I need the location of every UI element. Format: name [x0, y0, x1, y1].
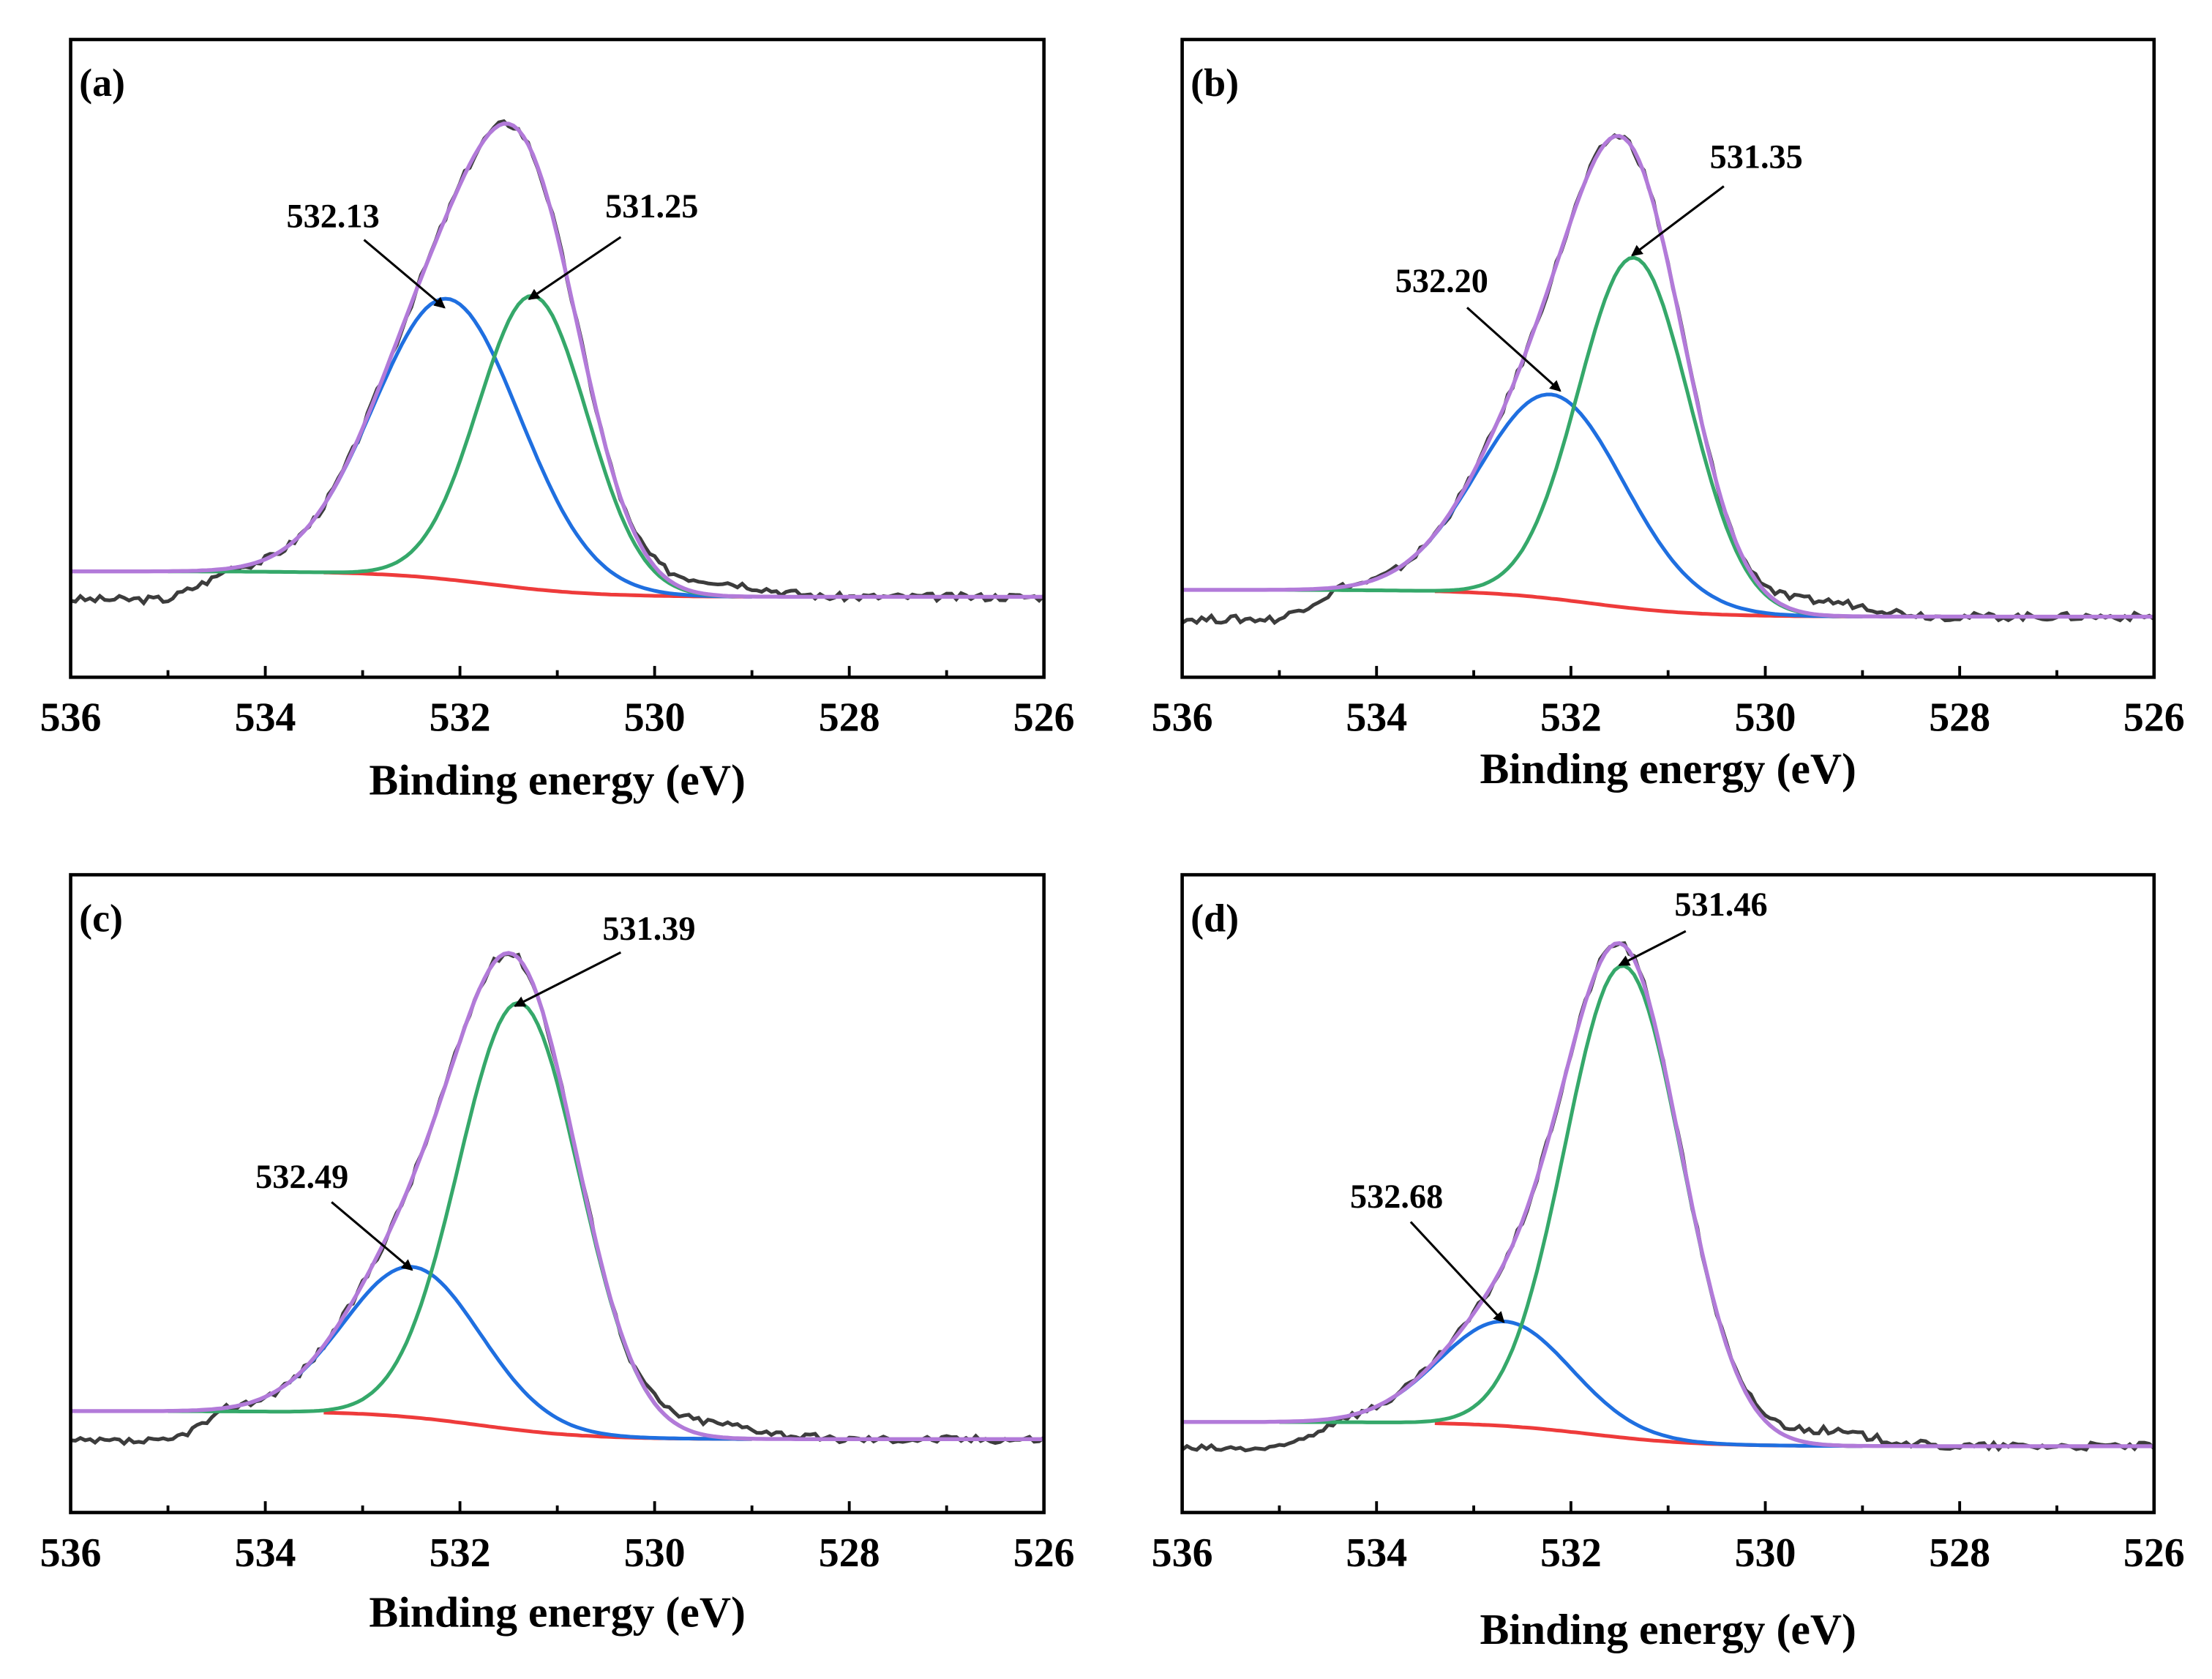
x-tick-label: 536	[1152, 1530, 1213, 1576]
plot-frame	[69, 37, 1046, 679]
x-tick-label: 532	[430, 1530, 491, 1576]
panel-b: 536 534 532 530 528 526 Binding energy (eV) (b)…	[1152, 37, 2185, 793]
x-tick-label: 532	[1540, 1530, 1602, 1576]
peak-annotation: 532.68	[1350, 1178, 1443, 1216]
peak-annotation: 532.49	[255, 1159, 348, 1196]
peak-annotation: 531.39	[602, 910, 695, 948]
x-tick-label: 536	[1152, 695, 1213, 741]
panel-label: (a)	[79, 61, 125, 105]
envelope-curve	[1182, 134, 2154, 619]
x-tick-label: 526	[2123, 695, 2185, 741]
annotation-arrow	[514, 951, 622, 1007]
panel-label: (c)	[79, 896, 123, 940]
envelope-curve	[1182, 941, 2154, 1448]
x-tick-label: 526	[1013, 695, 1075, 741]
background-curve	[323, 570, 752, 599]
panel-c: 536 534 532 530 528 526 Binding energy (eV) (c)…	[40, 872, 1075, 1637]
peak-annotation: 532.13	[287, 198, 380, 235]
peak-annotation: 531.25	[605, 188, 698, 225]
component-2-curve	[1279, 255, 1863, 618]
x-tick-label: 534	[235, 1530, 296, 1576]
x-tick-label: 528	[819, 1530, 880, 1576]
x-tick-label: 532	[1540, 695, 1602, 741]
x-tick-label: 526	[2123, 1530, 2185, 1576]
envelope-curve	[70, 951, 1044, 1441]
annotation-arrow	[1466, 307, 1561, 392]
x-axis-label: Binding energy (eV)	[1480, 1605, 1856, 1653]
x-tick-label: 528	[1929, 1530, 1990, 1576]
x-tick-label: 528	[1929, 695, 1990, 741]
x-tick-label: 534	[1346, 695, 1407, 741]
plot-frame	[1180, 37, 2156, 679]
experimental-curve	[70, 951, 1046, 1446]
x-tick-label: 536	[40, 695, 102, 741]
peak-annotation: 531.46	[1674, 886, 1767, 924]
component-1-curve	[1346, 392, 1863, 618]
experimental-curve	[1181, 132, 2156, 626]
peak-annotation: 532.20	[1395, 263, 1488, 300]
x-tick-label: 534	[1346, 1530, 1407, 1576]
experimental-curve	[1181, 941, 2156, 1453]
x-tick-label: 530	[624, 1530, 686, 1576]
x-tick-label: 528	[819, 695, 880, 741]
panel-a: 536 534 532 530 528 526 Binding energy (eV) (a)…	[40, 37, 1075, 804]
component-2-curve	[168, 293, 752, 599]
annotation-arrow	[331, 1201, 413, 1271]
x-axis-label: Binding energy (eV)	[369, 1588, 746, 1637]
x-axis-label: Binding energy (eV)	[1480, 744, 1856, 793]
experimental-curve	[70, 119, 1046, 607]
x-tick-label: 536	[40, 1530, 102, 1576]
x-tick-label: 530	[1735, 695, 1796, 741]
x-tick-label: 532	[430, 695, 491, 741]
x-axis-label: Binding energy (eV)	[369, 755, 746, 804]
plot-frame	[1180, 872, 2156, 1514]
annotation-arrow	[363, 239, 446, 309]
envelope-curve	[70, 121, 1044, 599]
annotation-arrow	[1618, 930, 1687, 966]
component-2-curve	[168, 1001, 752, 1441]
x-tick-label: 534	[235, 695, 296, 741]
panel-d: 536 534 532 530 528 526 Binding energy (eV) (d)…	[1152, 872, 2185, 1653]
x-tick-label: 526	[1013, 1530, 1075, 1576]
annotation-arrow	[1631, 185, 1725, 257]
component-1-curve	[236, 296, 752, 599]
x-tick-label: 530	[624, 695, 686, 741]
peak-annotation: 531.35	[1710, 138, 1803, 176]
annotation-arrow	[528, 236, 622, 300]
panel-label: (b)	[1191, 61, 1239, 105]
panel-label: (d)	[1191, 896, 1239, 940]
x-tick-label: 530	[1735, 1530, 1796, 1576]
annotation-arrow	[1409, 1221, 1505, 1323]
